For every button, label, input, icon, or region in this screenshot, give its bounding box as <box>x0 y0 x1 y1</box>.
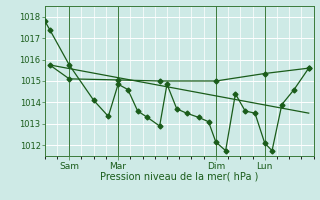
X-axis label: Pression niveau de la mer( hPa ): Pression niveau de la mer( hPa ) <box>100 172 258 182</box>
